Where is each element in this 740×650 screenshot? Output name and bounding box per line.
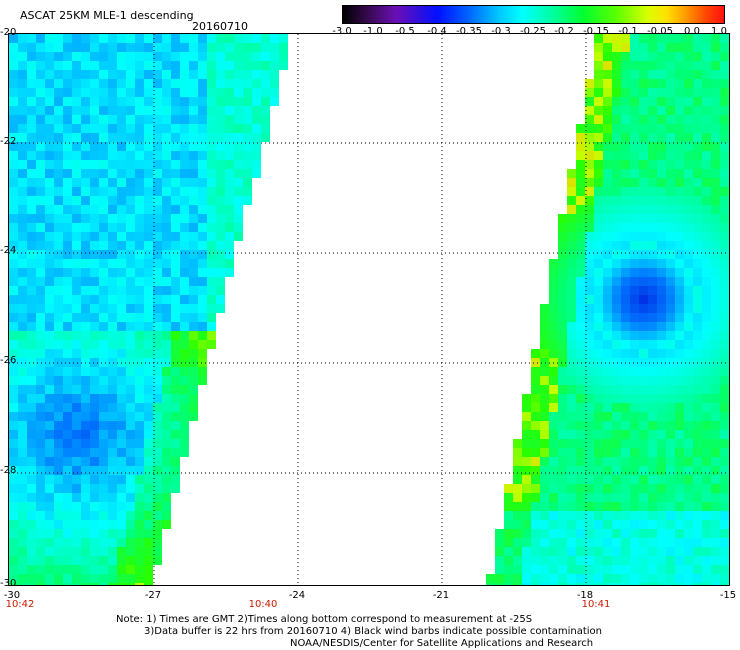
lat-tick-label: -24: [0, 245, 17, 256]
lat-tick-label: -26: [0, 355, 17, 366]
color-scale-bar: [342, 5, 725, 24]
lon-tick-label: -15: [719, 590, 737, 601]
time-label: 10:42: [5, 599, 35, 610]
time-label: 10:40: [248, 599, 278, 610]
colorbar-label: -0.4: [427, 26, 447, 37]
colorbar-label: 1.0: [711, 26, 727, 37]
lat-tick-label: -28: [0, 465, 17, 476]
swath-pixels: [9, 34, 729, 585]
lon-tick-label: -30: [3, 590, 21, 601]
colorbar-label: -0.15: [583, 26, 609, 37]
map-date: 20160710: [192, 20, 248, 33]
colorbar-label: -0.3: [491, 26, 511, 37]
grid-lines: [9, 34, 729, 585]
colorbar-label: -0.35: [456, 26, 482, 37]
lat-tick-label: -20: [0, 27, 17, 38]
map-canvas: [9, 34, 729, 585]
lon-tick-label: -24: [288, 590, 306, 601]
colorbar-label: -0.1: [618, 26, 638, 37]
lon-tick-label: -27: [144, 590, 162, 601]
colorbar-label: -0.25: [520, 26, 546, 37]
map-plot-area[interactable]: [8, 33, 730, 586]
colorbar-label: -1.0: [363, 26, 383, 37]
map-title: ASCAT 25KM MLE-1 descending: [20, 9, 194, 22]
colorbar-label: 0.0: [684, 26, 700, 37]
lat-tick-label: -22: [0, 136, 17, 147]
note-line-2: 3)Data buffer is 22 hrs from 20160710 4)…: [144, 626, 602, 637]
colorbar-label: -0.2: [554, 26, 574, 37]
note-line-1: Note: 1) Times are GMT 2)Times along bot…: [116, 614, 533, 625]
lat-tick-label: -30: [0, 578, 17, 589]
colorbar-label: -0.05: [647, 26, 673, 37]
time-label: 10:41: [581, 599, 611, 610]
colorbar-label: -0.5: [395, 26, 415, 37]
lon-tick-label: -18: [576, 590, 594, 601]
note-line-3: NOAA/NESDIS/Center for Satellite Applica…: [290, 638, 594, 649]
colorbar-label: -3.0: [332, 26, 352, 37]
lon-tick-label: -21: [432, 590, 450, 601]
